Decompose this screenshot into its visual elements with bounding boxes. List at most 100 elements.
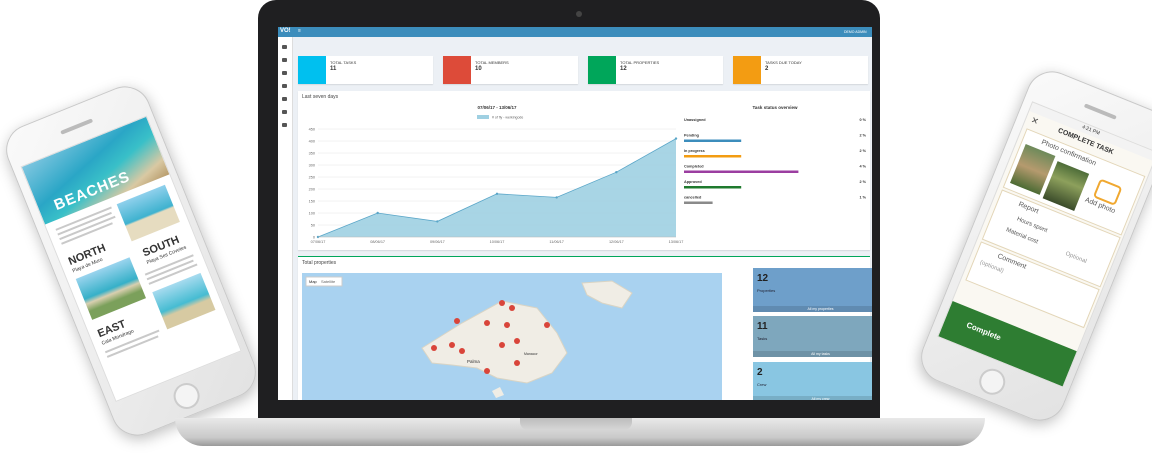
markers <box>431 300 550 374</box>
card-value: 2 <box>757 367 763 378</box>
status-value: 0 % <box>859 118 866 122</box>
y-tick-label: 300 <box>309 163 315 167</box>
card-link[interactable]: All my crew <box>753 396 872 400</box>
laptop-notch <box>520 418 632 430</box>
comment-input[interactable]: (optional) <box>978 259 1005 275</box>
point <box>674 137 678 140</box>
summary-card: 2 Crew All my crew <box>753 362 872 400</box>
stat-box: TOTAL TASKS 11 <box>298 56 433 84</box>
summary-card: 12 Properties All my properties <box>753 268 872 312</box>
panel-title: Last seven days <box>302 94 339 100</box>
point <box>615 171 618 174</box>
status-value: 4 % <box>859 165 866 169</box>
stat-icon <box>733 56 761 84</box>
y-tick-label: 0 <box>313 235 315 239</box>
button-label: Complete <box>965 320 1003 343</box>
nav-icon[interactable] <box>282 110 287 114</box>
sidebar <box>278 37 293 400</box>
photo <box>152 272 216 330</box>
brand: VO! <box>280 28 291 34</box>
status-bar <box>684 155 742 158</box>
stat-icon <box>588 56 616 84</box>
stat-value: 11 <box>330 66 337 72</box>
field-label: Hours spent <box>1015 216 1049 235</box>
status-bar <box>684 170 799 173</box>
dashboard-screen: VO! ≡ DEMO ADMIN TOTAL TASKS 11 TOTAL MEMB… <box>278 27 872 400</box>
status-label: In progress <box>684 149 705 153</box>
menu-toggle[interactable]: ≡ <box>298 28 301 34</box>
card-link[interactable]: All my properties <box>753 306 872 312</box>
stat-value: 12 <box>620 66 627 72</box>
status-title: Task status overview <box>753 105 798 110</box>
nav-icon[interactable] <box>282 58 287 62</box>
status-value: 2 % <box>859 149 866 153</box>
stat-icon <box>443 56 471 84</box>
y-tick-label: 100 <box>309 211 315 215</box>
island <box>492 387 504 398</box>
left-phone: BEACHES NORTH Playa de Muro SOUTH Playa … <box>0 78 264 444</box>
nav-icon[interactable] <box>282 71 287 75</box>
map-tabs <box>305 276 343 287</box>
y-tick-label: 200 <box>309 187 315 191</box>
close-button[interactable]: ✕ <box>1029 114 1041 127</box>
map: Map Satellite Palma Manacor <box>302 273 722 400</box>
map-tab[interactable]: Satellite <box>321 279 336 284</box>
text-line <box>59 215 116 241</box>
place-label: Palma <box>467 359 480 364</box>
nav-icon[interactable] <box>282 45 287 49</box>
nav-icon[interactable] <box>282 84 287 88</box>
card-link[interactable]: All my tasks <box>753 351 872 357</box>
y-tick-label: 450 <box>309 127 315 131</box>
point <box>436 220 439 223</box>
nav-icon[interactable] <box>282 123 287 127</box>
right-phone: 4:21 PM ✕ COMPLETE TASK Photo confirmati… <box>913 63 1152 429</box>
status-bar <box>684 201 713 204</box>
phone-screen: 4:21 PM ✕ COMPLETE TASK Photo confirmati… <box>937 101 1152 388</box>
point <box>495 192 499 195</box>
photo <box>116 184 180 242</box>
legend-swatch <box>477 115 489 119</box>
status-bar <box>684 139 742 142</box>
stat-box: TOTAL PROPERTIES 12 <box>588 56 723 84</box>
user-menu[interactable]: DEMO ADMIN <box>844 29 867 34</box>
y-tick-label: 150 <box>309 199 315 203</box>
speaker <box>1083 103 1117 120</box>
x-tick-label: 11/06/17 <box>549 240 564 244</box>
field-label: Material cost <box>1005 227 1039 246</box>
legend-label: # of fly - werkingode <box>492 116 523 120</box>
section-label: Report <box>1017 200 1040 216</box>
status-value: 1 % <box>859 196 866 200</box>
home-button <box>169 379 204 413</box>
status-value: 2 % <box>859 180 866 184</box>
field-input[interactable]: Optional <box>1064 251 1088 266</box>
x-tick-label: 12/06/17 <box>609 240 624 244</box>
y-tick-label: 250 <box>309 175 315 179</box>
stat-box: TASKS DUE TODAY 2 <box>733 56 868 84</box>
phone-screen: BEACHES NORTH Playa de Muro SOUTH Playa … <box>20 115 242 402</box>
card-label: Properties <box>757 288 776 293</box>
task-status: Task status overview Unassigned 0 % Pending… <box>684 105 867 204</box>
card-value: 11 <box>757 321 768 332</box>
nav-icon[interactable] <box>282 97 287 101</box>
status-label: Pending <box>684 134 700 138</box>
x-tick-label: 09/06/17 <box>430 240 445 244</box>
stat-label: TOTAL TASKS <box>330 60 357 65</box>
laptop-base <box>175 418 985 446</box>
stat-box: TOTAL MEMBERS 10 <box>443 56 578 84</box>
status-label: cancelled <box>684 196 702 200</box>
stat-value: 2 <box>765 66 769 72</box>
summary-card: 11 Tasks All my tasks <box>753 316 872 357</box>
card-value: 12 <box>757 273 769 284</box>
panel-title: Total properties <box>302 260 337 266</box>
status-label: Completed <box>684 165 704 169</box>
properties-panel: Total properties Map Satellite Palma Man… <box>298 256 872 400</box>
top-bar: VO! ≡ DEMO ADMIN <box>278 27 872 37</box>
chart-title: 07/06/17 - 13/06/17 <box>477 105 517 110</box>
island <box>581 280 633 309</box>
card-label: Crew <box>757 382 767 387</box>
status-bar <box>684 186 742 189</box>
map-tab[interactable]: Map <box>309 279 318 284</box>
stat-icon <box>298 56 326 84</box>
speaker <box>60 118 94 135</box>
stat-value: 10 <box>475 66 482 72</box>
